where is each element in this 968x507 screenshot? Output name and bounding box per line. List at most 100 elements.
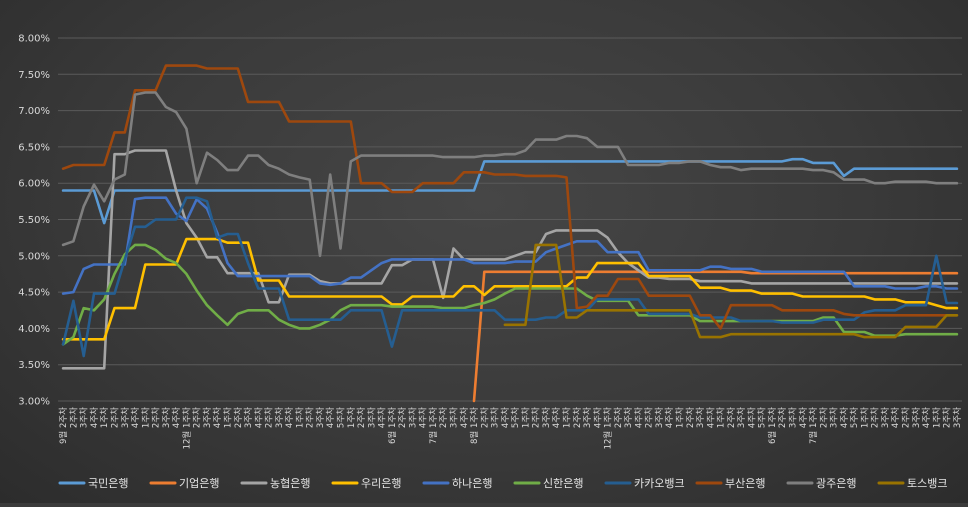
legend-label: 부산은행 — [725, 477, 765, 490]
x-tick-label: 7월 1주차 — [808, 407, 819, 444]
series-line-농협은행 — [61, 149, 959, 370]
series-line-하나은행 — [61, 196, 959, 295]
x-tick-label: 1주차 — [224, 407, 234, 428]
x-tick-label: 2주차 — [193, 407, 203, 428]
x-tick-label: 4주차 — [460, 407, 470, 428]
x-tick-label: 2주차 — [614, 407, 624, 428]
x-tick-label: 3주차 — [367, 407, 377, 428]
y-tick-label: 6.00% — [18, 179, 50, 190]
x-tick-label: 4주차 — [501, 407, 511, 428]
x-tick-label: 8월 1주차 — [469, 407, 480, 444]
x-tick-label: 5주차 — [337, 407, 347, 428]
x-tick-label: 3주차 — [316, 407, 326, 428]
x-tick-label: 3주차 — [408, 407, 418, 428]
x-tick-label: 3주차 — [830, 407, 840, 428]
x-tick-label: 3주차 — [953, 407, 963, 428]
x-tick-label: 2주차 — [532, 407, 542, 428]
series-line-카카오뱅크 — [61, 196, 959, 358]
x-tick-label: 4주차 — [552, 407, 562, 428]
series-line-부산은행 — [61, 64, 959, 330]
x-tick-label: 4주차 — [90, 407, 100, 428]
x-tick-label: 3주차 — [450, 407, 460, 428]
y-tick-label: 5.00% — [18, 251, 50, 262]
series-line-광주은행 — [61, 91, 959, 258]
x-tick-label: 3주차 — [655, 407, 665, 428]
x-tick-label: 12월 1주차 — [181, 407, 192, 450]
x-tick-label: 2주차 — [111, 407, 121, 428]
x-tick-label: 1주차 — [347, 407, 357, 428]
y-tick-label: 8.00% — [18, 34, 50, 45]
x-tick-label: 2주차 — [778, 407, 788, 428]
x-tick-label: 4주차 — [131, 407, 141, 428]
y-tick-label: 3.50% — [18, 360, 50, 371]
x-tick-label: 12월 1주차 — [603, 407, 614, 450]
x-tick-label: 5주차 — [850, 407, 860, 428]
x-tick-label: 7월 1주차 — [428, 407, 439, 444]
x-tick-label: 2주차 — [152, 407, 162, 428]
x-tick-label: 3주차 — [696, 407, 706, 428]
legend: 국민은행 기업은행 농협은행 우리은행 하나은행 신한은행 카카오뱅크 부산은행 광주은행 토스뱅… — [58, 476, 947, 490]
series-line-국민은행 — [61, 157, 959, 225]
y-tick-label: 7.50% — [18, 70, 50, 81]
x-tick-label: 2주차 — [480, 407, 490, 428]
x-tick-label: 2주차 — [819, 407, 829, 428]
x-tick-label: 2주차 — [686, 407, 696, 428]
x-tick-label: 1주차 — [141, 407, 151, 428]
x-tick-label: 1주차 — [295, 407, 305, 428]
x-tick-label: 2주차 — [902, 407, 912, 428]
legend-label: 카카오뱅크 — [634, 477, 685, 490]
x-tick-label: 2주차 — [265, 407, 275, 428]
y-tick-label: 5.50% — [18, 215, 50, 226]
series-line-기업은행 — [472, 270, 959, 403]
x-tick-label: 2주차 — [357, 407, 367, 428]
x-tick-label: 4주차 — [593, 407, 603, 428]
x-tick-label: 2주차 — [234, 407, 244, 428]
x-tick-label: 3주차 — [162, 407, 172, 428]
x-tick-label: 4주차 — [665, 407, 675, 428]
x-tick-label: 1주차 — [521, 407, 531, 428]
legend-label: 광주은행 — [816, 477, 856, 490]
x-tick-label: 4주차 — [419, 407, 429, 428]
x-tick-label: 3주차 — [542, 407, 552, 428]
x-tick-label: 3주차 — [121, 407, 131, 428]
x-tick-label: 3주차 — [80, 407, 90, 428]
x-tick-label: 4주차 — [254, 407, 264, 428]
x-tick-label: 3주차 — [583, 407, 593, 428]
series-line-신한은행 — [61, 243, 959, 346]
x-tick-label: 5주차 — [511, 407, 521, 428]
x-tick-label: 2주차 — [645, 407, 655, 428]
x-tick-label: 4주차 — [326, 407, 336, 428]
series-line-토스뱅크 — [503, 243, 959, 339]
gridlines — [58, 37, 962, 402]
x-tick-label: 3주차 — [881, 407, 891, 428]
x-tick-label: 3주차 — [624, 407, 634, 428]
x-tick-label: 4주차 — [922, 407, 932, 428]
series-line-우리은행 — [61, 237, 959, 341]
legend-label: 토스뱅크 — [907, 477, 947, 490]
x-tick-label: 2주차 — [69, 407, 79, 428]
y-tick-label: 3.00% — [18, 397, 50, 408]
x-tick-label: 3주차 — [912, 407, 922, 428]
x-tick-label: 3주차 — [203, 407, 213, 428]
y-tick-label: 4.00% — [18, 324, 50, 335]
x-tick-label: 9월 2주차 — [58, 407, 69, 444]
x-tick-label: 3주차 — [275, 407, 285, 428]
x-tick-label: 2주차 — [943, 407, 953, 428]
x-tick-label: 4주차 — [285, 407, 295, 428]
legend-label: 기업은행 — [179, 477, 219, 490]
x-tick-label: 5주차 — [758, 407, 768, 428]
x-tick-label: 4주차 — [840, 407, 850, 428]
x-tick-label: 3주차 — [491, 407, 501, 428]
y-tick-label: 4.50% — [18, 288, 50, 299]
legend-label: 국민은행 — [88, 477, 128, 490]
y-tick-label: 7.00% — [18, 106, 50, 117]
series-lines — [61, 64, 959, 403]
x-tick-label: 4주차 — [706, 407, 716, 428]
x-tick-label: 3주차 — [737, 407, 747, 428]
x-tick-label: 1주차 — [563, 407, 573, 428]
legend-label: 하나은행 — [452, 476, 492, 490]
x-tick-label: 6월 1주차 — [767, 407, 778, 444]
x-tick-label: 1주차 — [717, 407, 727, 428]
x-tick-label: 3주차 — [244, 407, 254, 428]
